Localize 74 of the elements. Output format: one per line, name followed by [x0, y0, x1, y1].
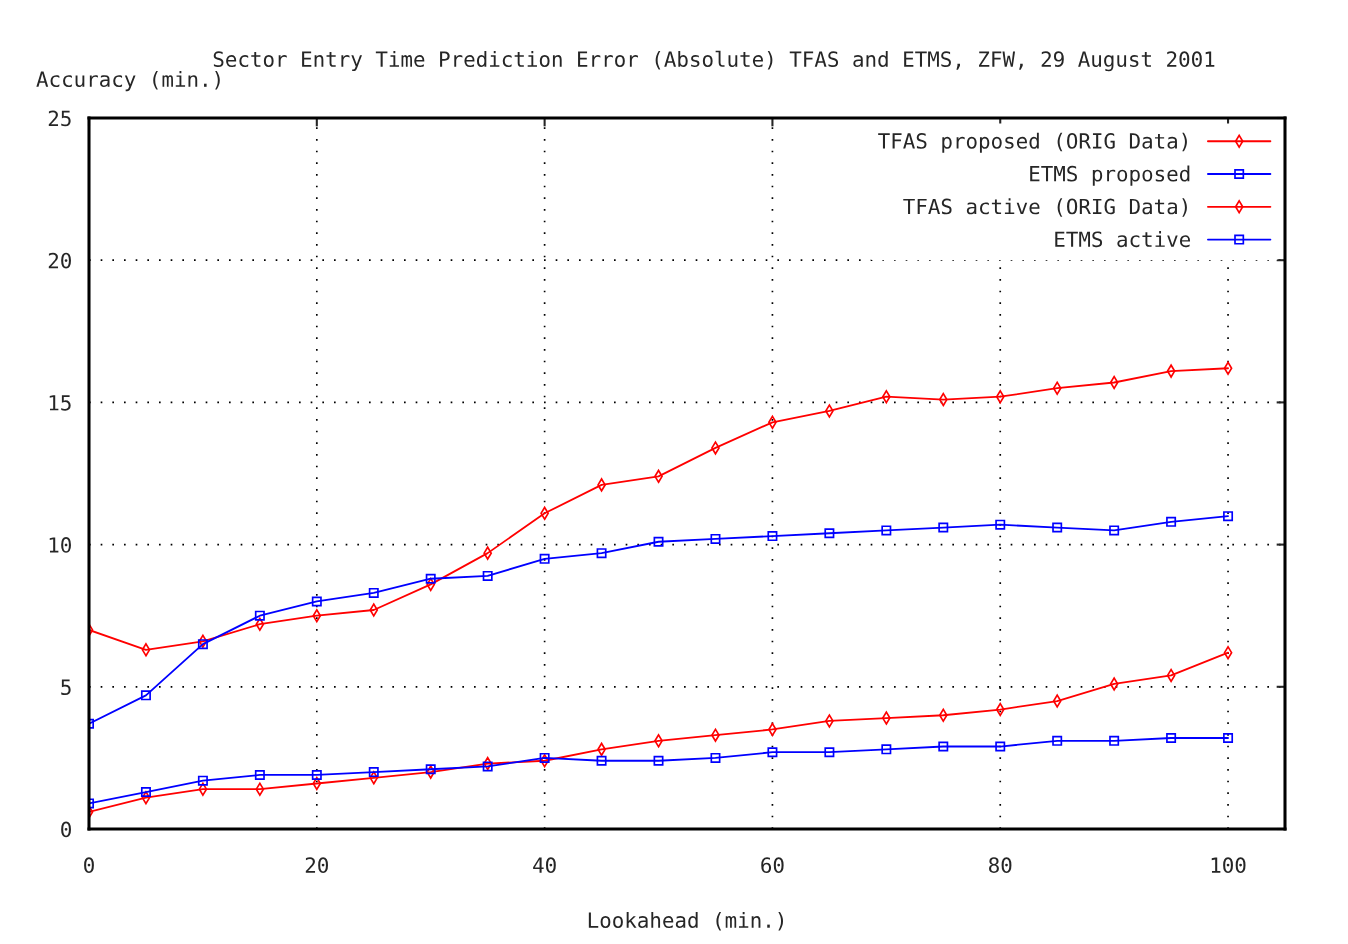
point: [710, 752, 721, 763]
point: [482, 570, 493, 581]
point: [1109, 735, 1120, 746]
point: [596, 548, 607, 559]
point: [140, 787, 151, 798]
point: [539, 752, 550, 763]
point: [767, 747, 778, 758]
point: [1223, 511, 1234, 522]
point: [938, 708, 948, 722]
point: [369, 603, 379, 617]
point: [995, 519, 1006, 530]
y-tick-label: 0: [61, 821, 71, 838]
point: [938, 522, 949, 533]
point: [1166, 516, 1177, 527]
point: [1052, 694, 1062, 708]
y-tick-label: 5: [61, 679, 71, 696]
point: [881, 525, 892, 536]
y-tick-label: 20: [48, 252, 71, 269]
x-tick-label: 40: [533, 857, 556, 874]
point: [255, 782, 265, 796]
x-tick-label: 100: [1211, 857, 1246, 874]
x-axis-title: Lookahead (min.): [588, 911, 784, 931]
point: [255, 617, 265, 631]
legend-label: ETMS active: [1055, 231, 1191, 248]
point: [482, 761, 493, 772]
point: [140, 690, 151, 701]
point: [198, 782, 208, 796]
point: [311, 596, 322, 607]
point: [1223, 732, 1234, 743]
point: [368, 767, 379, 778]
x-tick-label: 20: [305, 857, 328, 874]
legend-label: TFAS active (ORIG Data): [903, 198, 1187, 217]
point: [653, 755, 664, 766]
point: [995, 741, 1006, 752]
y-tick-label: 15: [49, 395, 71, 411]
point: [1166, 364, 1176, 378]
point: [824, 747, 835, 758]
point: [426, 765, 436, 779]
point: [1109, 677, 1119, 691]
x-tick-label: 0: [84, 857, 94, 874]
point: [881, 711, 891, 725]
y-tick-label: 25: [48, 110, 71, 127]
point: [653, 536, 664, 547]
point: [254, 769, 265, 780]
point: [1052, 522, 1063, 533]
x-tick-label: 80: [989, 857, 1012, 874]
point: [596, 755, 607, 766]
point: [881, 744, 892, 755]
point: [824, 528, 835, 539]
x-tick-label: 60: [761, 857, 784, 874]
point: [1109, 525, 1120, 536]
point: [369, 771, 379, 785]
point: [141, 643, 151, 657]
point: [254, 610, 265, 621]
point: [425, 764, 436, 775]
point: [539, 553, 550, 564]
y-axis-title: Accuracy (min.): [36, 70, 220, 92]
point: [938, 741, 949, 752]
point: [767, 531, 778, 542]
point: [1166, 732, 1177, 743]
point: [710, 533, 721, 544]
chart-title: Sector Entry Time Prediction Error (Absolute) TFAS and ETMS, ZFW, 29 August 2001: [213, 50, 1215, 72]
legend-label: TFAS proposed (ORIG Data): [878, 132, 1187, 153]
point: [1223, 361, 1233, 375]
point: [197, 639, 208, 650]
point: [197, 775, 208, 786]
point: [483, 546, 493, 560]
y-tick-label: 10: [49, 537, 71, 553]
point: [1052, 381, 1062, 395]
point: [1052, 735, 1063, 746]
point: [311, 769, 322, 780]
point: [368, 587, 379, 598]
legend-label: ETMS proposed: [1030, 165, 1190, 186]
point: [425, 573, 436, 584]
